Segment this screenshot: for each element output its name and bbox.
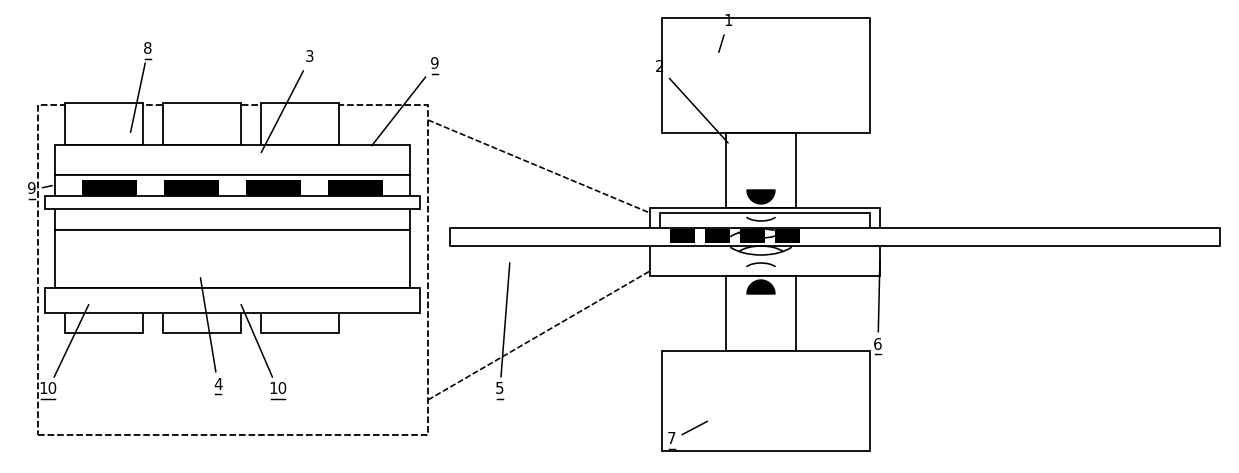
Bar bbox=[450, 228, 1220, 246]
Text: 5: 5 bbox=[496, 263, 509, 397]
Bar bbox=[164, 288, 242, 333]
Bar bbox=[670, 229, 695, 243]
Bar bbox=[650, 208, 880, 276]
Text: 7: 7 bbox=[667, 421, 707, 447]
Bar bbox=[164, 103, 242, 145]
Bar bbox=[64, 103, 142, 145]
Polygon shape bbox=[747, 190, 776, 204]
Text: 10: 10 bbox=[38, 305, 89, 397]
Bar bbox=[660, 213, 870, 235]
Bar bbox=[705, 229, 730, 243]
Text: 3: 3 bbox=[261, 51, 315, 152]
Bar bbox=[328, 180, 383, 208]
Bar bbox=[662, 18, 870, 133]
Bar bbox=[740, 229, 764, 243]
Bar bbox=[261, 103, 339, 145]
Text: 8: 8 bbox=[130, 43, 152, 132]
Text: 9: 9 bbox=[372, 58, 440, 146]
Bar bbox=[662, 351, 870, 451]
Polygon shape bbox=[747, 280, 776, 294]
Bar bbox=[261, 288, 339, 333]
Text: 1: 1 bbox=[719, 15, 732, 53]
Text: 2: 2 bbox=[655, 61, 729, 143]
Bar bbox=[45, 288, 420, 313]
Bar bbox=[776, 229, 800, 243]
Bar bbox=[726, 133, 795, 208]
Bar bbox=[55, 230, 410, 288]
Bar bbox=[82, 180, 138, 208]
Bar bbox=[247, 180, 301, 208]
Bar bbox=[164, 180, 219, 208]
Bar bbox=[45, 196, 420, 209]
Text: 4: 4 bbox=[201, 278, 223, 393]
Bar bbox=[38, 105, 427, 435]
Bar bbox=[64, 288, 142, 333]
Bar bbox=[55, 175, 410, 230]
Text: 9: 9 bbox=[27, 183, 52, 198]
Text: 6: 6 bbox=[873, 261, 883, 352]
Bar bbox=[55, 145, 410, 175]
Bar bbox=[726, 276, 795, 351]
Text: 10: 10 bbox=[242, 305, 287, 397]
